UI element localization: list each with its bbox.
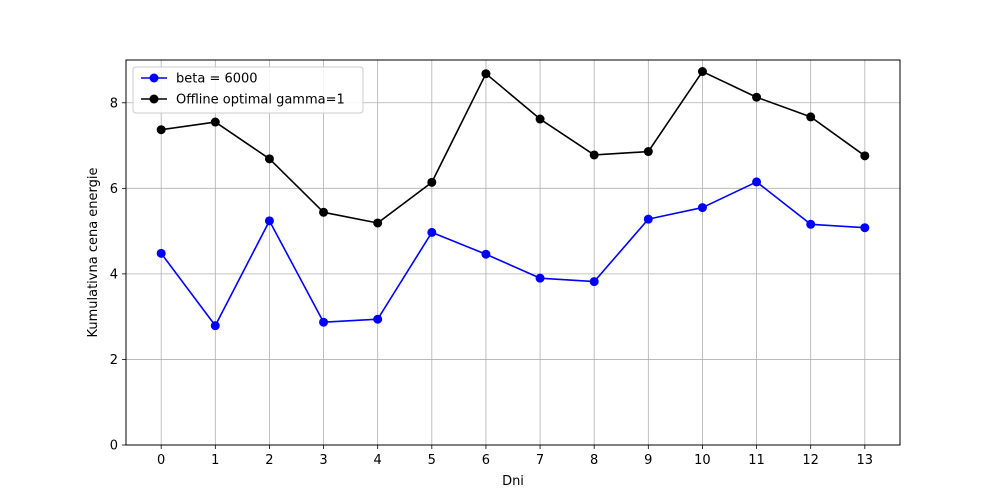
data-point <box>806 112 816 122</box>
x-tick-label: 10 <box>694 453 711 468</box>
data-point <box>481 249 491 259</box>
data-point <box>264 216 274 226</box>
x-tick-label: 2 <box>265 453 273 468</box>
x-axis-label: Dni <box>502 474 524 489</box>
data-point <box>373 314 383 324</box>
data-point <box>643 214 653 224</box>
data-point <box>319 207 329 217</box>
x-tick-label: 12 <box>802 453 819 468</box>
data-point <box>481 69 491 79</box>
x-tick-label: 4 <box>374 453 382 468</box>
data-point <box>643 147 653 157</box>
data-point <box>264 154 274 164</box>
legend-label: Offline optimal gamma=1 <box>176 93 345 108</box>
legend-label: beta = 6000 <box>176 72 258 87</box>
data-point <box>156 125 166 135</box>
y-tick-label: 6 <box>110 182 118 197</box>
data-point <box>860 223 870 233</box>
data-point <box>697 67 707 77</box>
data-point <box>752 177 762 187</box>
x-tick-label: 5 <box>428 453 436 468</box>
y-axis-label: Kumulativna cena energie <box>86 167 101 337</box>
data-point <box>210 117 220 127</box>
y-tick-label: 4 <box>110 267 118 282</box>
x-tick-label: 3 <box>319 453 327 468</box>
series-0 <box>156 177 870 331</box>
data-point <box>806 219 816 229</box>
data-point <box>535 114 545 124</box>
x-tick-label: 6 <box>482 453 490 468</box>
x-tick-label: 0 <box>157 453 165 468</box>
legend-marker <box>149 73 159 83</box>
series-1 <box>156 67 870 228</box>
data-point <box>589 277 599 287</box>
series-line <box>160 181 865 327</box>
x-tick-label: 1 <box>211 453 219 468</box>
x-tick-label: 7 <box>536 453 544 468</box>
data-point <box>319 317 329 327</box>
data-point <box>210 321 220 331</box>
data-point <box>752 92 762 102</box>
data-point <box>427 177 437 187</box>
data-point <box>589 150 599 160</box>
data-point <box>535 273 545 283</box>
legend: beta = 6000 Offline optimal gamma=1 <box>132 66 364 114</box>
data-point <box>373 218 383 228</box>
series-lines <box>156 67 870 331</box>
series-line <box>161 70 866 224</box>
y-tick-label: 0 <box>110 439 118 454</box>
data-point <box>860 151 870 161</box>
data-point <box>156 248 166 258</box>
x-tick-label: 9 <box>644 453 652 468</box>
x-tick-label: 13 <box>857 453 874 468</box>
plot-frame <box>125 59 901 446</box>
x-tick-label: 11 <box>748 453 765 468</box>
grid-lines <box>126 60 900 446</box>
data-point <box>427 227 437 237</box>
x-tick-label: 8 <box>590 453 598 468</box>
legend-box <box>132 66 364 114</box>
y-tick-label: 2 <box>110 353 118 368</box>
data-point <box>697 203 707 213</box>
legend-marker <box>149 94 159 104</box>
y-tick-label: 8 <box>110 96 118 111</box>
